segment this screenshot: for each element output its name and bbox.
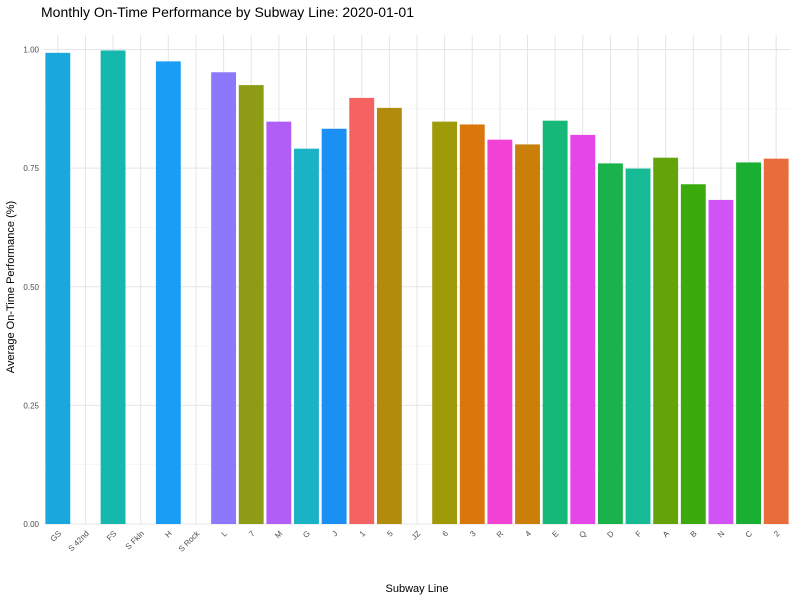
x-tick-label: D xyxy=(605,529,616,540)
bar-6 xyxy=(432,121,458,525)
x-tick-label: H xyxy=(163,529,174,540)
x-tick-label: S 42nd xyxy=(67,529,91,553)
x-tick-label: 6 xyxy=(441,529,451,539)
x-tick-label: 3 xyxy=(468,529,478,539)
x-tick-label: FS xyxy=(105,529,119,543)
x-tick-label: JZ xyxy=(410,529,423,542)
bar-2 xyxy=(763,158,789,524)
bars xyxy=(45,50,789,525)
x-tick-label: 2 xyxy=(772,529,782,539)
bar-d xyxy=(597,163,623,524)
bar-b xyxy=(680,184,706,524)
x-tick-label: R xyxy=(495,529,506,540)
x-tick-label: Q xyxy=(577,529,588,540)
bar-gs xyxy=(45,52,71,524)
y-tick-label: 0.75 xyxy=(23,164,39,173)
x-tick-label: 1 xyxy=(358,529,368,539)
bar-f xyxy=(625,168,651,525)
bar-fs xyxy=(100,50,126,524)
bar-n xyxy=(708,199,734,524)
bar-l xyxy=(211,72,237,524)
x-axis-ticks: GS S 42nd FS S Fkln H S Rock L 7 M G J 1 5 JZ 6 3 R 4 E Q D F… xyxy=(49,528,782,553)
x-tick-label: A xyxy=(661,529,672,540)
bar-m xyxy=(266,121,292,525)
x-tick-label: M xyxy=(273,529,284,540)
bar-4 xyxy=(515,144,540,524)
y-axis-title: Average On-Time Performance (%) xyxy=(5,201,17,373)
bar-a xyxy=(653,157,679,524)
y-tick-label: 0.25 xyxy=(23,401,39,410)
bar-j xyxy=(321,128,347,524)
x-tick-label: L xyxy=(219,529,229,539)
x-tick-label: 7 xyxy=(247,529,257,539)
x-tick-label: 5 xyxy=(385,529,395,539)
bar-e xyxy=(542,120,568,525)
y-axis-ticks: 0.00 0.25 0.50 0.75 1.00 xyxy=(23,46,39,530)
x-tick-label: N xyxy=(716,529,727,540)
y-tick-label: 1.00 xyxy=(23,46,39,55)
bar-c xyxy=(736,162,761,524)
bar-7 xyxy=(238,85,264,525)
bar-5 xyxy=(376,107,402,525)
x-tick-label: S Rock xyxy=(177,528,202,553)
y-tick-label: 0.00 xyxy=(23,520,39,529)
x-tick-label: GS xyxy=(49,529,64,544)
x-tick-label: G xyxy=(301,529,312,540)
x-tick-label: B xyxy=(689,529,699,539)
bar-r xyxy=(487,139,513,524)
x-tick-label: C xyxy=(744,529,755,540)
x-tick-label: J xyxy=(330,529,339,538)
y-tick-label: 0.50 xyxy=(23,283,39,292)
x-axis-title: Subway Line xyxy=(386,583,449,595)
bar-h xyxy=(155,61,181,525)
x-tick-label: 4 xyxy=(523,529,533,539)
bar-1 xyxy=(349,97,375,525)
bar-3 xyxy=(459,124,485,524)
bar-q xyxy=(570,134,596,524)
x-tick-label: S Fkln xyxy=(124,529,146,551)
x-tick-label: F xyxy=(634,529,644,539)
x-tick-label: E xyxy=(550,529,560,539)
chart-title: Monthly On-Time Performance by Subway Li… xyxy=(41,4,414,20)
bar-g xyxy=(294,148,319,524)
